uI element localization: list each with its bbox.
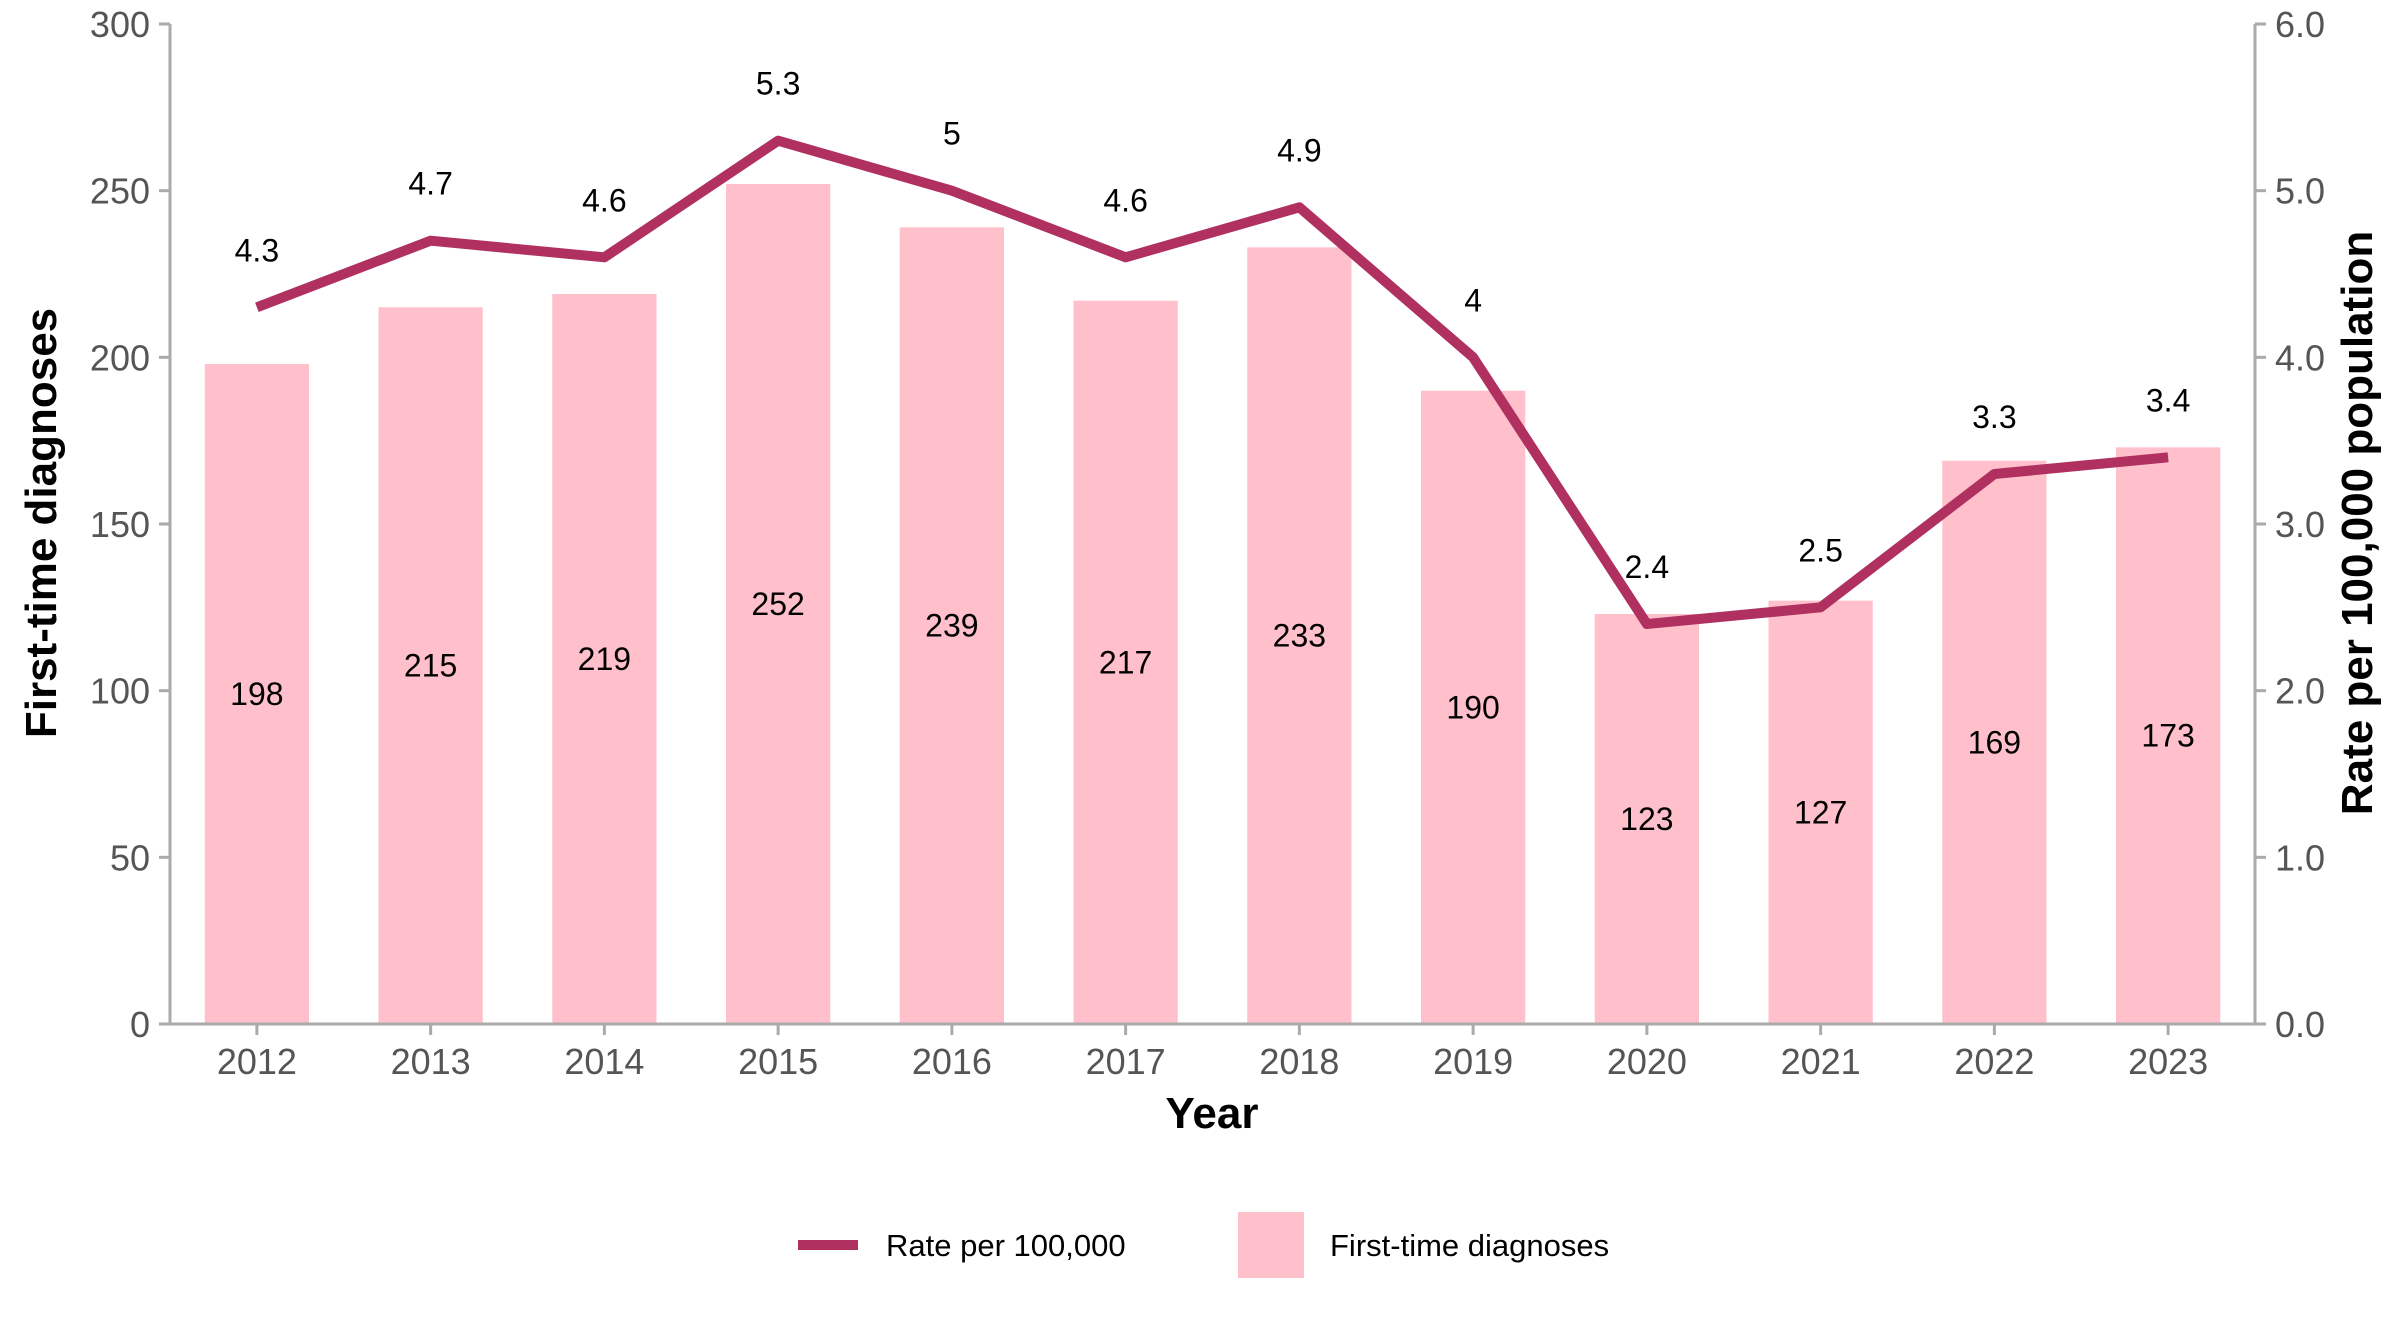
bar-label-2016: 239 (925, 608, 978, 644)
x-tick-label-2022: 2022 (1954, 1041, 2034, 1082)
y2-tick-label-0.0: 0.0 (2275, 1004, 2325, 1045)
rate-label-2023: 3.4 (2146, 382, 2190, 418)
bar-2023 (2116, 447, 2221, 1024)
bar-2018 (1247, 247, 1352, 1025)
rate-label-2018: 4.9 (1277, 132, 1321, 168)
rate-label-2020: 2.4 (1625, 549, 1669, 585)
rate-label-2021: 2.5 (1798, 532, 1842, 568)
x-tick-label-2019: 2019 (1433, 1041, 1513, 1082)
rate-label-2012: 4.3 (235, 232, 279, 268)
y-tick-label-250: 250 (90, 171, 150, 212)
x-tick-label-2014: 2014 (564, 1041, 644, 1082)
bar-2020 (1594, 614, 1699, 1024)
bar-label-2015: 252 (751, 586, 804, 622)
y2-tick-label-1.0: 1.0 (2275, 837, 2325, 878)
bar-label-2013: 215 (404, 648, 457, 684)
y2-tick-label-5.0: 5.0 (2275, 171, 2325, 212)
bar-label-2012: 198 (230, 676, 283, 712)
x-tick-label-2020: 2020 (1607, 1041, 1687, 1082)
y-tick-label-50: 50 (110, 837, 150, 878)
y2-tick-label-4.0: 4.0 (2275, 337, 2325, 378)
y-tick-label-300: 300 (90, 4, 150, 45)
bar-2014 (552, 294, 657, 1024)
rate-label-2015: 5.3 (756, 66, 800, 102)
bar-2021 (1768, 600, 1873, 1024)
bars-layer (204, 184, 2221, 1025)
x-tick-label-2013: 2013 (391, 1041, 471, 1082)
bar-label-2020: 123 (1620, 801, 1673, 837)
bar-label-2021: 127 (1794, 794, 1847, 830)
bar-label-2014: 219 (578, 641, 631, 677)
y-axis-title: First-time diagnoses (17, 308, 66, 738)
bar-2017 (1073, 300, 1178, 1025)
x-tick-label-2016: 2016 (912, 1041, 992, 1082)
bar-2016 (899, 227, 1004, 1025)
y2-tick-label-2.0: 2.0 (2275, 671, 2325, 712)
bar-2015 (726, 184, 831, 1024)
y2-axis-title: Rate per 100,000 population (2333, 231, 2382, 815)
bar-label-2017: 217 (1099, 644, 1152, 680)
rate-line-layer (255, 135, 2169, 629)
y-tick-label-150: 150 (90, 504, 150, 545)
y-tick-label-0: 0 (130, 1004, 150, 1045)
legend-label-rate: Rate per 100,000 (886, 1228, 1126, 1263)
bar-2019 (1421, 390, 1526, 1025)
bar-label-2018: 233 (1273, 618, 1326, 654)
bar-label-2022: 169 (1968, 724, 2021, 760)
x-axis-title: Year (1166, 1089, 1259, 1138)
x-tick-label-2021: 2021 (1781, 1041, 1861, 1082)
bar-label-2023: 173 (2141, 718, 2194, 754)
legend-label-diagnoses: First-time diagnoses (1330, 1228, 1609, 1263)
rate-label-2013: 4.7 (408, 166, 452, 202)
rate-label-2022: 3.3 (1972, 399, 2016, 435)
bar-2012 (204, 364, 309, 1024)
bar-2013 (378, 307, 483, 1024)
x-tick-label-2018: 2018 (1259, 1041, 1339, 1082)
y2-tick-label-3.0: 3.0 (2275, 504, 2325, 545)
y-tick-label-100: 100 (90, 671, 150, 712)
rate-labels-layer: 4.3 4.7 4.6 5.3 5 4.6 4.9 4 2.4 2.5 3.3 3.4 (235, 66, 2191, 585)
rate-line (255, 135, 2169, 629)
x-tick-label-2017: 2017 (1086, 1041, 1166, 1082)
legend: Rate per 100,000 First-time diagnoses (798, 1212, 1609, 1278)
y-tick-label-200: 200 (90, 337, 150, 378)
bar-label-2019: 190 (1446, 689, 1499, 725)
rate-label-2019: 4 (1464, 282, 1482, 318)
legend-box-swatch (1238, 1212, 1304, 1278)
bar-labels-layer: 198 215 219 252 239 217 233 190 123 127 169 173 (230, 586, 2195, 837)
x-tick-label-2023: 2023 (2128, 1041, 2208, 1082)
rate-label-2014: 4.6 (582, 182, 626, 218)
rate-label-2017: 4.6 (1103, 182, 1147, 218)
bar-2022 (1942, 460, 2047, 1025)
x-tick-label-2012: 2012 (217, 1041, 297, 1082)
rate-label-2016: 5 (943, 116, 961, 152)
axes-layer: 0 50 100 150 200 250 300 0.0 1.0 2.0 3.0 4.0 5.0 6.0 2… (90, 4, 2325, 1082)
x-tick-label-2015: 2015 (738, 1041, 818, 1082)
y2-tick-label-6.0: 6.0 (2275, 4, 2325, 45)
